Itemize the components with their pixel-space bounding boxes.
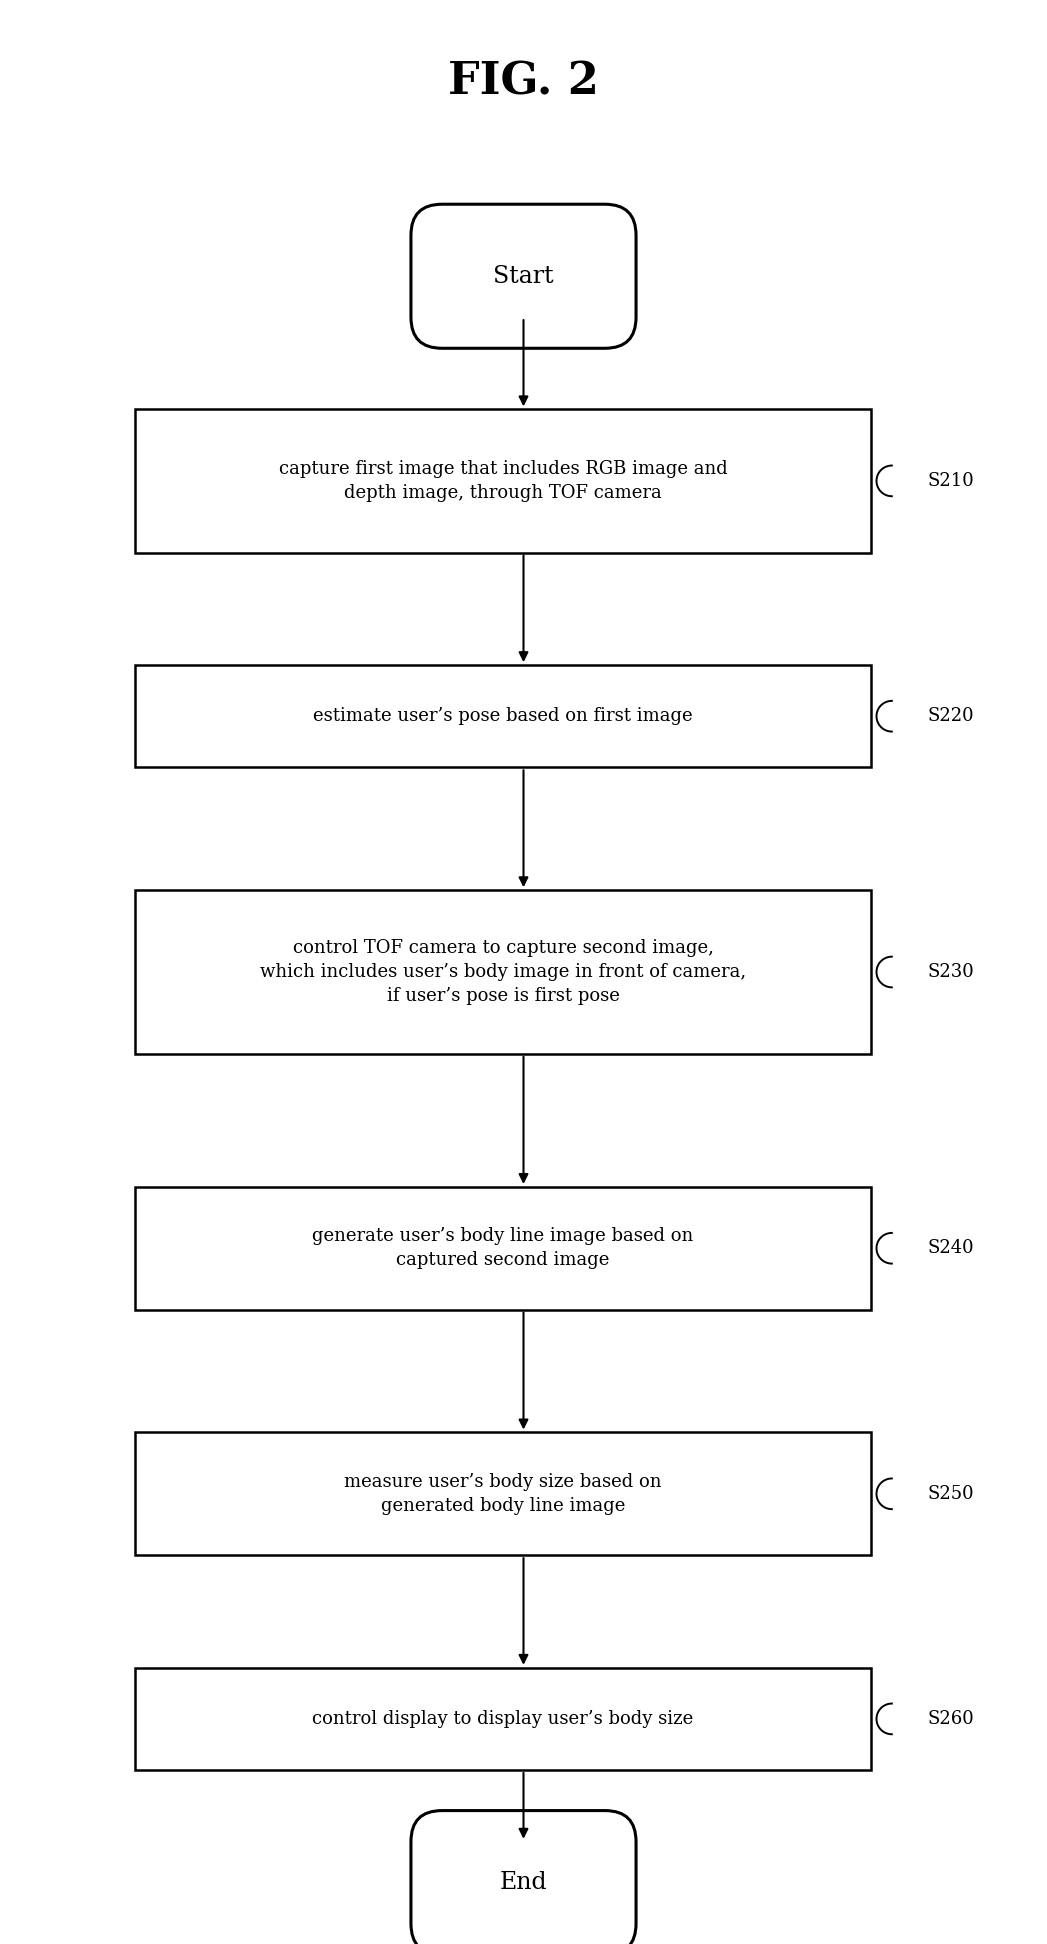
Bar <box>135 1668 871 1771</box>
FancyBboxPatch shape <box>411 1810 636 1944</box>
Text: control TOF camera to capture second image,
which includes user’s body image in : control TOF camera to capture second ima… <box>260 939 747 1005</box>
Text: measure user’s body size based on
generated body line image: measure user’s body size based on genera… <box>344 1474 662 1514</box>
FancyBboxPatch shape <box>411 204 636 348</box>
Text: S240: S240 <box>928 1238 975 1258</box>
Text: capture first image that includes RGB image and
depth image, through TOF camera: capture first image that includes RGB im… <box>279 461 728 502</box>
Text: Start: Start <box>493 264 554 288</box>
Text: FIG. 2: FIG. 2 <box>448 60 599 103</box>
Text: S260: S260 <box>928 1711 975 1728</box>
Bar <box>135 410 871 552</box>
Text: S210: S210 <box>928 472 975 490</box>
Text: control display to display user’s body size: control display to display user’s body s… <box>312 1711 694 1728</box>
Bar <box>135 1433 871 1555</box>
Text: generate user’s body line image based on
captured second image: generate user’s body line image based on… <box>312 1227 694 1269</box>
Text: S250: S250 <box>928 1485 975 1503</box>
Bar <box>135 665 871 768</box>
Bar <box>135 1188 871 1310</box>
Text: S220: S220 <box>928 708 975 725</box>
Text: estimate user’s pose based on first image: estimate user’s pose based on first imag… <box>313 708 693 725</box>
Bar <box>135 890 871 1054</box>
Text: End: End <box>499 1872 548 1893</box>
Text: S230: S230 <box>928 962 975 982</box>
